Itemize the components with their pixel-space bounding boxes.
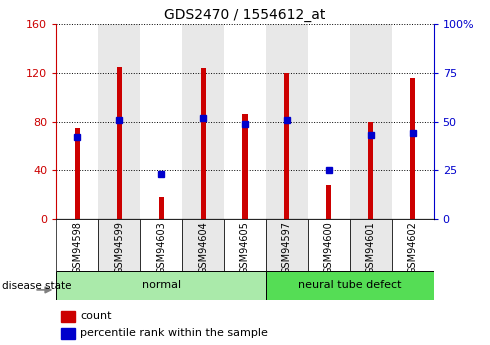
- Bar: [56, 272, 266, 299]
- Bar: [62, 310, 75, 322]
- Title: GDS2470 / 1554612_at: GDS2470 / 1554612_at: [164, 8, 326, 22]
- Text: count: count: [80, 311, 112, 321]
- Bar: [266, 272, 434, 299]
- Text: neural tube defect: neural tube defect: [298, 280, 402, 290]
- Bar: [243, 114, 247, 219]
- Bar: [224, 219, 266, 271]
- Bar: [350, 24, 392, 219]
- Text: disease state: disease state: [2, 281, 72, 290]
- Text: percentile rank within the sample: percentile rank within the sample: [80, 328, 268, 338]
- Bar: [117, 67, 122, 219]
- Bar: [326, 185, 331, 219]
- Bar: [56, 219, 98, 271]
- Text: GSM94597: GSM94597: [282, 221, 292, 274]
- Bar: [266, 219, 308, 271]
- Bar: [98, 219, 140, 271]
- Bar: [159, 197, 164, 219]
- Bar: [56, 24, 98, 219]
- Bar: [140, 24, 182, 219]
- Bar: [266, 24, 308, 219]
- Bar: [368, 122, 373, 219]
- Bar: [224, 24, 266, 219]
- Text: GSM94600: GSM94600: [324, 221, 334, 274]
- Bar: [284, 73, 290, 219]
- Bar: [308, 24, 350, 219]
- Text: GSM94602: GSM94602: [408, 221, 417, 274]
- Text: GSM94601: GSM94601: [366, 221, 376, 274]
- Bar: [392, 24, 434, 219]
- Bar: [350, 219, 392, 271]
- Text: GSM94603: GSM94603: [156, 221, 166, 274]
- Bar: [392, 219, 434, 271]
- Text: GSM94598: GSM94598: [73, 221, 82, 274]
- Bar: [98, 24, 140, 219]
- Bar: [200, 68, 206, 219]
- Bar: [182, 24, 224, 219]
- Bar: [75, 128, 80, 219]
- Bar: [410, 78, 415, 219]
- Text: GSM94604: GSM94604: [198, 221, 208, 274]
- Bar: [62, 328, 75, 339]
- Text: GSM94605: GSM94605: [240, 221, 250, 274]
- Bar: [308, 219, 350, 271]
- Bar: [140, 219, 182, 271]
- Text: normal: normal: [142, 280, 181, 290]
- Text: GSM94599: GSM94599: [114, 221, 124, 274]
- Bar: [182, 219, 224, 271]
